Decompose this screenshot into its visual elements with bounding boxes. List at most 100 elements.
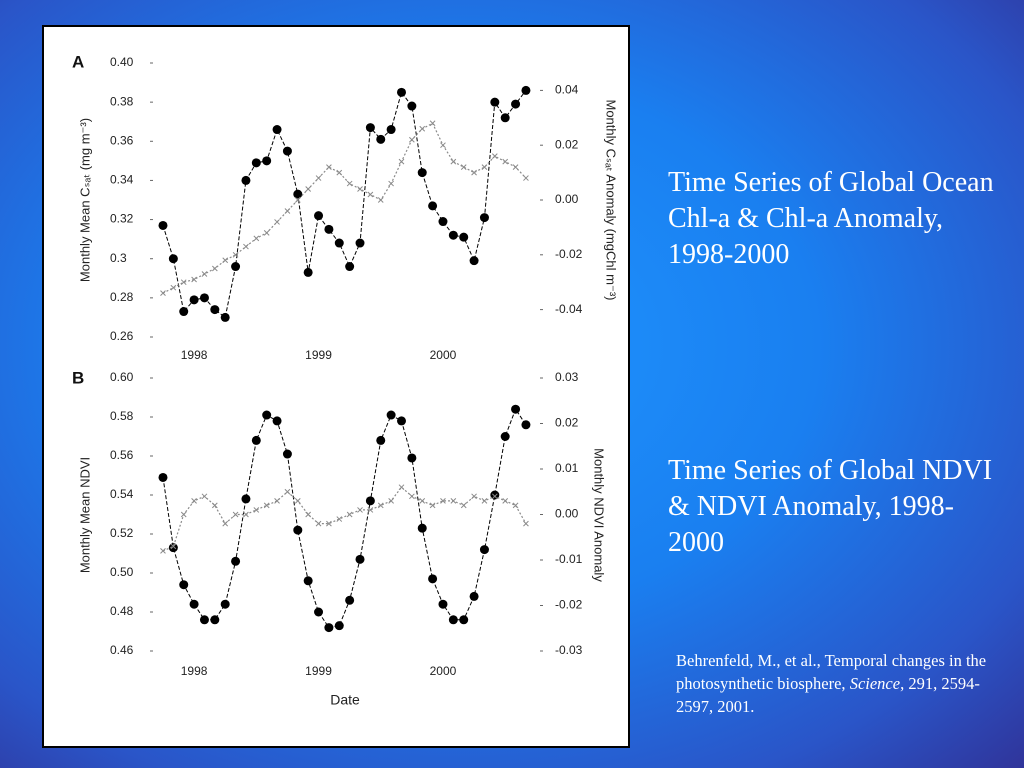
y2-tick-label: 0.00 [555,192,579,206]
point [511,404,521,414]
marker [357,507,363,513]
point [220,599,230,609]
marker [191,497,197,504]
point [479,213,489,223]
marker [471,169,477,176]
point [314,607,324,617]
y2-tick-label: 0.00 [555,507,579,521]
y2-tick-label: -0.02 [555,247,583,261]
y2-tick-label: -0.01 [555,552,583,566]
point [345,262,355,272]
point [158,220,168,230]
marker [232,251,239,258]
point [469,591,479,601]
point [500,113,510,123]
point [334,621,344,631]
marker [222,520,229,527]
marker [409,493,415,500]
point [511,99,521,109]
marker [294,497,301,504]
point [438,217,448,227]
point [231,556,241,566]
y-tick-label: 0.54 [110,487,134,501]
x-tick-label: 1999 [305,664,332,678]
marker [315,520,322,527]
y-tick-label: 0.56 [110,448,134,462]
marker [367,507,374,513]
marker [336,516,343,522]
point [438,599,448,609]
point [479,545,489,555]
marker [491,493,498,500]
marker [201,493,208,500]
point [199,293,209,303]
marker [398,158,405,165]
point [293,525,303,535]
x-tick-label: 1999 [305,348,332,362]
marker [388,497,394,504]
point [272,416,282,426]
y-axis-title: Monthly Mean Cₛₐₜ (mg m⁻³) [77,118,92,282]
y-tick-label: 0.40 [110,55,134,69]
point [428,574,438,584]
point [469,256,479,266]
y2-tick-label: 0.03 [555,370,579,384]
point [417,523,427,533]
point [262,410,272,420]
marker [263,230,270,236]
point [210,305,220,315]
citation-text: Behrenfeld, M., et al., Temporal changes… [676,651,987,693]
y2-tick-label: -0.03 [555,643,583,657]
point [293,189,303,199]
point [386,125,396,135]
point [168,254,178,264]
point [189,599,199,609]
marker [326,520,332,527]
marker [170,284,177,291]
point [303,576,313,586]
marker [367,191,374,198]
point [158,472,168,482]
marker [419,125,426,132]
point [386,410,396,420]
y2-tick-label: 0.02 [555,416,579,430]
marker [211,265,218,272]
point [521,85,531,95]
marker [243,511,249,518]
point [490,97,500,107]
heading: Time Series of Global NDVI & NDVI Anomal… [668,455,993,558]
point [168,543,178,553]
marker [180,511,187,518]
citation-journal: Science [849,674,901,693]
point [324,224,334,234]
marker [523,175,529,181]
y-tick-label: 0.50 [110,565,134,579]
y2-tick-label: 0.01 [555,461,579,475]
marker [377,197,384,203]
marker [284,488,291,495]
series-line [162,90,527,319]
point [241,494,251,504]
marker [388,180,394,187]
y-tick-label: 0.26 [110,329,134,343]
point [262,156,272,166]
marker [222,257,229,264]
point [459,615,469,625]
marker [211,502,218,509]
marker [253,235,260,242]
marker [326,164,332,170]
marker [450,158,457,165]
point [500,432,510,441]
marker [336,169,343,176]
marker [429,120,436,127]
x-tick-label: 2000 [430,348,457,362]
y2-tick-label: -0.02 [555,598,583,612]
point [314,211,324,221]
marker [357,186,363,192]
marker [315,175,322,181]
point [199,615,209,625]
x-tick-label: 2000 [430,664,457,678]
marker [409,136,415,143]
point [459,232,469,242]
